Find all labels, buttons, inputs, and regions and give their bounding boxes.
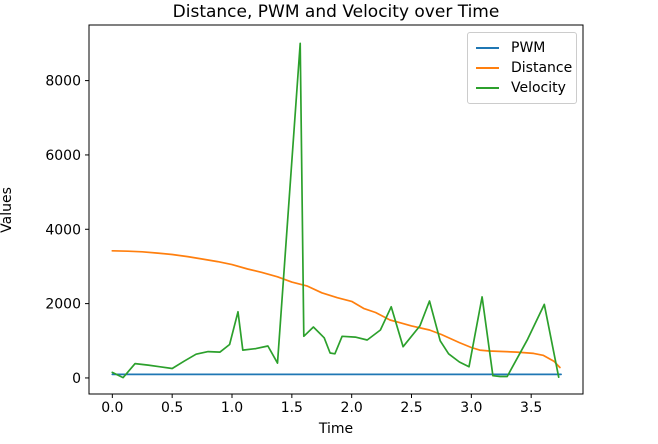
legend-label-pwm: PWM — [511, 40, 546, 56]
legend-label-distance: Distance — [511, 60, 573, 76]
legend-label-velocity: Velocity — [511, 80, 566, 96]
series-line-velocity — [111, 42, 560, 379]
legend-swatch-velocity — [476, 87, 499, 89]
x-tick-label: 0.5 — [161, 400, 183, 416]
x-tick-label: 3.0 — [460, 400, 482, 416]
x-tick-label: 1.5 — [281, 400, 303, 416]
x-tick-label: 0.0 — [101, 400, 123, 416]
y-tick-label: 4000 — [45, 222, 81, 238]
legend-item-pwm: PWM — [476, 38, 568, 58]
axes-frame — [88, 24, 584, 395]
x-tick-label: 2.0 — [341, 400, 363, 416]
y-tick-label: 2000 — [45, 297, 81, 313]
series-line-distance — [111, 249, 561, 369]
x-tick-label: 2.5 — [400, 400, 422, 416]
x-axis-label: Time — [318, 421, 354, 437]
x-tick-label: 3.5 — [520, 400, 542, 416]
x-tick-label: 1.0 — [221, 400, 243, 416]
y-tick-label: 0 — [72, 371, 81, 387]
legend-item-velocity: Velocity — [476, 78, 568, 98]
y-axis-label: Values — [0, 187, 15, 233]
legend-swatch-distance — [476, 67, 499, 69]
y-tick-label: 6000 — [45, 148, 81, 164]
chart-title: Distance, PWM and Velocity over Time — [172, 2, 500, 22]
legend-swatch-pwm — [476, 47, 499, 49]
legend-item-distance: Distance — [476, 58, 572, 78]
y-tick-label: 8000 — [45, 74, 81, 90]
legend: PWM Distance Velocity — [467, 32, 577, 104]
